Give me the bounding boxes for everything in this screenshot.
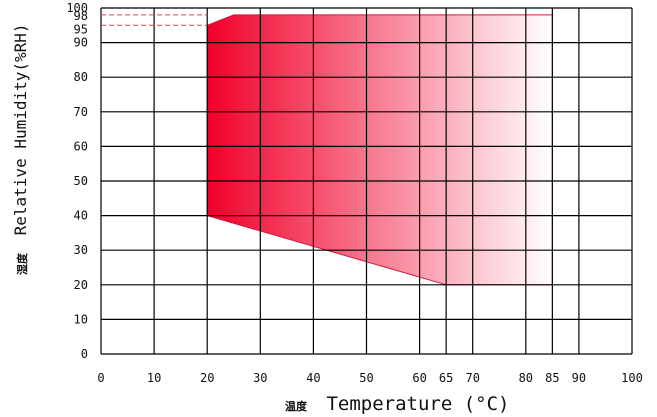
x-tick-label: 85 [545, 371, 559, 385]
reference-lines [101, 14, 208, 26]
x-axis-title-text: Temperature (°C) [326, 393, 509, 415]
x-tick-label: 100 [621, 371, 643, 385]
y-tick-label: 20 [74, 278, 88, 292]
x-tick-label: 40 [306, 371, 320, 385]
x-tick-label: 20 [200, 371, 214, 385]
x-axis-title-cjk: 温度 [285, 399, 308, 413]
x-tick-label: 65 [439, 371, 453, 385]
x-tick-label: 90 [572, 371, 586, 385]
x-tick-label: 80 [519, 371, 533, 385]
y-tick-label: 95 [74, 22, 88, 36]
y-axis-title: 湿度 Relative Humidity(%RH) [11, 23, 30, 275]
y-tick-label: 60 [74, 139, 88, 153]
y-tick-label: 98 [74, 9, 88, 23]
y-tick-label: 80 [74, 70, 88, 84]
y-tick-label: 40 [74, 209, 88, 223]
x-tick-label: 10 [147, 371, 161, 385]
x-tick-labels: 0 10 20 30 40 50 60 65 70 80 85 90 100 [97, 371, 642, 385]
x-tick-label: 50 [359, 371, 373, 385]
y-axis-title-text: Relative Humidity(%RH) [11, 23, 30, 235]
y-tick-label: 30 [74, 243, 88, 257]
y-tick-label: 90 [74, 36, 88, 50]
y-axis-title-cjk: 湿度 [15, 252, 29, 275]
x-tick-label: 60 [412, 371, 426, 385]
y-tick-label: 70 [74, 105, 88, 119]
x-axis-title: 温度 Temperature (°C) [285, 393, 509, 415]
y-gridlines [101, 7, 632, 355]
x-tick-label: 30 [253, 371, 267, 385]
x-tick-label: 70 [465, 371, 479, 385]
y-tick-label: 100 [66, 1, 88, 15]
y-tick-label: 0 [81, 347, 88, 361]
y-tick-label: 10 [74, 312, 88, 326]
x-tick-label: 0 [97, 371, 104, 385]
y-tick-label: 50 [74, 174, 88, 188]
controllable-region [206, 14, 553, 286]
